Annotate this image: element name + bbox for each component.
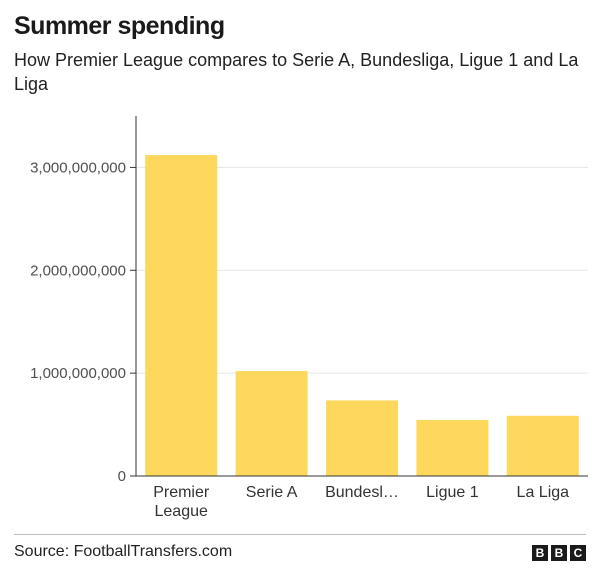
y-tick-label: 2,000,000,000 (30, 262, 126, 279)
bbc-logo-letter: B (532, 545, 548, 561)
bar (416, 419, 489, 476)
bbc-logo: B B C (532, 545, 586, 561)
source-note: Source: FootballTransfers.com (14, 543, 233, 560)
bar (326, 400, 398, 476)
y-tick-label: 1,000,000,000 (30, 365, 126, 382)
chart-title: Summer spending (14, 12, 225, 40)
x-category-label: Ligue 1 (426, 484, 479, 501)
x-category-label: Serie A (246, 484, 298, 501)
y-tick-label: 3,000,000,000 (30, 159, 126, 176)
x-category-label: La Liga (517, 484, 570, 501)
bar (145, 155, 218, 477)
y-tick-label: 0 (118, 468, 126, 485)
bar-chart: 0 1,000,000,000 2,000,000,000 3,000,000,000… (30, 116, 588, 520)
footer-divider (14, 534, 586, 535)
x-category-label: Bundesl… (325, 484, 399, 501)
bar (235, 371, 308, 476)
chart-subtitle: How Premier League compares to Serie A, … (14, 50, 579, 94)
bbc-logo-letter: B (551, 545, 567, 561)
bar (506, 415, 579, 476)
x-category-label: Premier League (153, 484, 210, 520)
bbc-logo-letter: C (570, 545, 586, 561)
